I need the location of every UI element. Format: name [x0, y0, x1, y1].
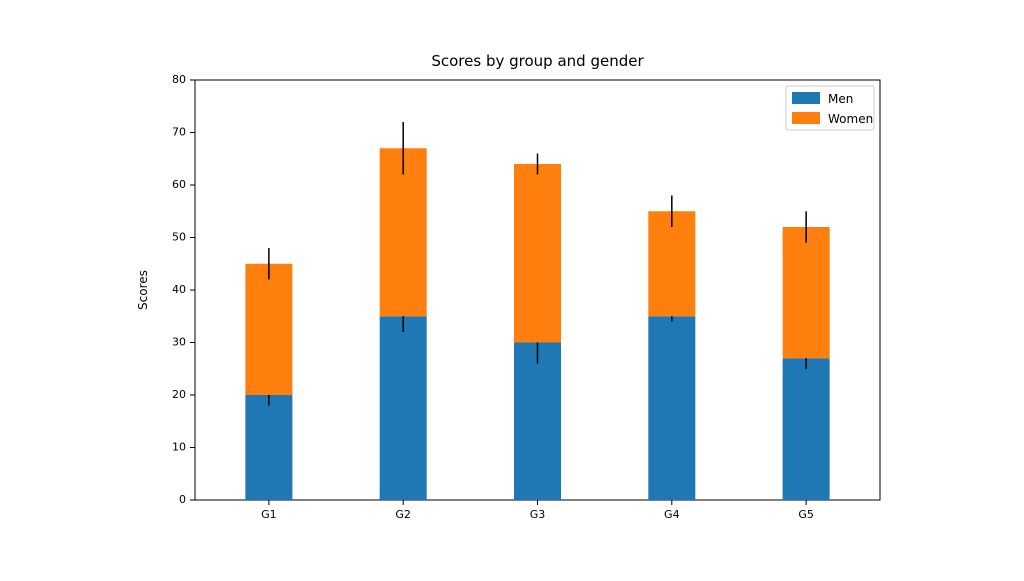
legend-label: Men	[828, 92, 853, 106]
x-tick-label: G1	[261, 508, 277, 521]
chart-title: Scores by group and gender	[431, 52, 644, 70]
legend: Men Women	[786, 86, 874, 130]
y-tick-label: 10	[172, 441, 186, 454]
legend-label: Women	[828, 112, 873, 126]
bar-men	[245, 395, 292, 500]
bar-men	[783, 358, 830, 500]
x-tick-label: G3	[530, 508, 546, 521]
bar-men	[380, 316, 427, 500]
x-tick-label: G4	[664, 508, 680, 521]
y-tick-label: 30	[172, 336, 186, 349]
x-tick-label: G2	[395, 508, 411, 521]
chart-container: 0 10 20 30 40 50 60 70 80 G1 G2 G3 G4 G5 Scores by gro…	[0, 0, 1024, 581]
y-tick-label: 70	[172, 126, 186, 139]
legend-swatch	[792, 92, 820, 104]
x-tick-label: G5	[798, 508, 814, 521]
y-tick-label: 0	[179, 493, 186, 506]
bar-women	[245, 264, 292, 395]
y-tick-label: 40	[172, 283, 186, 296]
y-tick-label: 50	[172, 231, 186, 244]
bar-women	[783, 227, 830, 358]
y-tick-label: 20	[172, 388, 186, 401]
bar-men	[514, 343, 561, 501]
y-tick-label: 80	[172, 73, 186, 86]
y-axis-label: Scores	[136, 270, 150, 310]
bar-men	[648, 316, 695, 500]
stacked-bar-chart: 0 10 20 30 40 50 60 70 80 G1 G2 G3 G4 G5 Scores by gro…	[0, 0, 1024, 581]
y-tick-label: 60	[172, 178, 186, 191]
bar-women	[514, 164, 561, 343]
legend-swatch	[792, 112, 820, 124]
